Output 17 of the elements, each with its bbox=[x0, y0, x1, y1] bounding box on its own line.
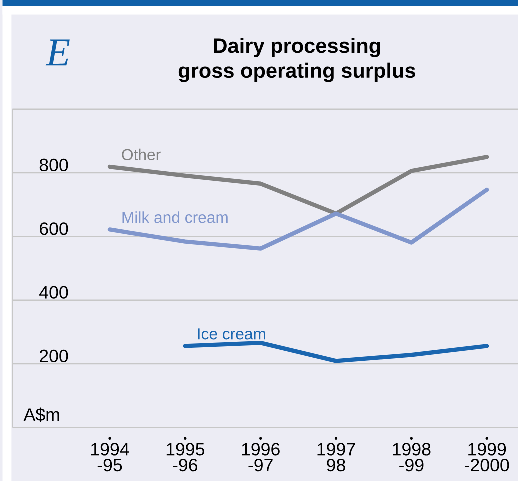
x-tick-label: 1997 98 bbox=[318, 442, 356, 472]
series-label: Ice cream bbox=[198, 328, 266, 340]
text: E bbox=[46, 40, 70, 66]
chart-title: Dairy processing bbox=[214, 38, 380, 58]
y-tick-label: 400 bbox=[40, 286, 68, 299]
chart-subtitle: gross operating surplus bbox=[178, 62, 416, 82]
x-tick-label: 1995 -96 bbox=[166, 442, 204, 472]
x-tick-label: 1996 -97 bbox=[242, 442, 280, 472]
y-tick-label: 800 bbox=[40, 158, 68, 172]
x-tick-label: 1994 -95 bbox=[92, 442, 130, 472]
series-label: Milk and cream bbox=[122, 211, 228, 224]
y-tick-label: 200 bbox=[40, 350, 68, 362]
y-axis-title: A$m bbox=[24, 408, 60, 422]
x-tick-label: 1998 -99 bbox=[393, 442, 431, 472]
x-tick-label: 1999 -2000 bbox=[465, 442, 510, 472]
series-label: Other bbox=[122, 148, 161, 160]
y-tick-label: 600 bbox=[40, 222, 68, 236]
